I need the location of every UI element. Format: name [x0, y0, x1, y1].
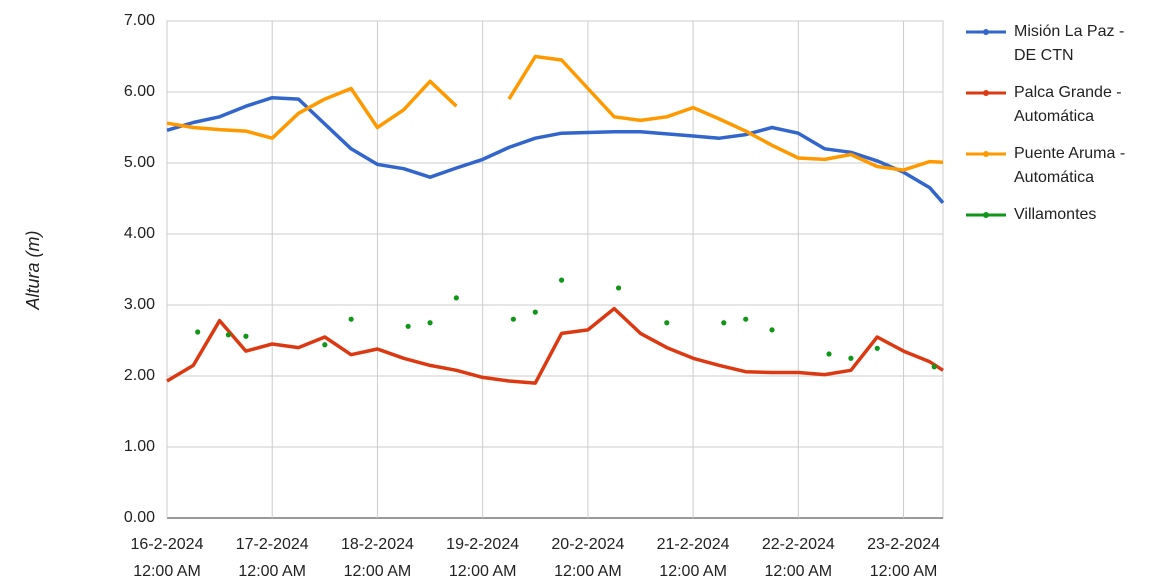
x-tick-time: 12:00 AM — [133, 563, 201, 580]
legend-swatch — [966, 90, 1006, 96]
plot-area — [166, 20, 944, 519]
y-tick-label: 5.00 — [124, 154, 155, 171]
x-tick-time: 12:00 AM — [344, 563, 412, 580]
legend-label: Misión La Paz - DE CTN — [1014, 23, 1125, 64]
data-point — [848, 355, 854, 361]
x-tick-time: 12:00 AM — [870, 563, 938, 580]
legend-swatch — [966, 29, 1006, 35]
x-tick-time: 12:00 AM — [238, 563, 306, 580]
data-point — [322, 342, 328, 348]
data-point — [721, 320, 727, 326]
data-point — [510, 316, 516, 322]
plot: Altura (m) 0.00 1.00 2.00 3.00 4.00 5.00 6.00 7… — [23, 12, 945, 580]
x-tick-label: 20-2-2024 12:00 AM — [551, 536, 624, 580]
x-tick-date: 16-2-2024 — [131, 536, 204, 553]
data-point — [558, 277, 565, 283]
data-point — [743, 316, 749, 322]
x-tick-date: 19-2-2024 — [446, 536, 519, 553]
data-point — [195, 329, 201, 335]
data-point — [243, 333, 249, 339]
y-tick-label: 7.00 — [124, 12, 155, 29]
data-point — [405, 323, 411, 329]
x-tick-date: 20-2-2024 — [551, 536, 624, 553]
series-line — [166, 95, 945, 204]
legend-dot — [983, 29, 989, 35]
data-point — [225, 332, 231, 338]
data-point — [769, 327, 775, 333]
x-tick-label: 17-2-2024 12:00 AM — [236, 536, 309, 580]
data-point — [532, 309, 538, 315]
legend-dot — [983, 212, 989, 218]
x-tick-label: 19-2-2024 12:00 AM — [446, 536, 519, 580]
legend-dot — [983, 151, 989, 157]
legend: Misión La Paz - DE CTN Palca Grande - Aut… — [964, 20, 1144, 240]
legend-label: Villamontes — [1014, 206, 1097, 223]
x-tick-label: 22-2-2024 12:00 AM — [762, 536, 835, 580]
series-line — [166, 54, 944, 172]
legend-swatch — [966, 212, 1006, 218]
y-axis-label: Altura (m) — [23, 230, 43, 310]
x-tick-label: 21-2-2024 12:00 AM — [657, 536, 730, 580]
x-tick-time: 12:00 AM — [554, 563, 622, 580]
x-tick-date: 21-2-2024 — [657, 536, 730, 553]
legend-swatch — [966, 151, 1006, 157]
data-point — [453, 295, 459, 301]
x-tick-time: 12:00 AM — [449, 563, 517, 580]
data-point — [427, 320, 433, 326]
series-line — [166, 306, 944, 385]
data-point — [874, 345, 880, 351]
x-tick-label: 23-2-2024 12:00 AM — [867, 536, 940, 580]
legend-dot — [983, 90, 989, 96]
x-tick-label: 16-2-2024 12:00 AM — [131, 536, 204, 580]
x-tick-date: 18-2-2024 — [341, 536, 414, 553]
data-point — [664, 320, 670, 326]
y-tick-label: 4.00 — [124, 225, 155, 242]
legend-label: Palca Grande - Automática — [1014, 84, 1122, 125]
y-tick-label: 1.00 — [124, 438, 155, 455]
data-point — [348, 316, 354, 322]
legend-item: Misión La Paz - DE CTN — [964, 20, 1144, 68]
y-tick-label: 2.00 — [124, 367, 155, 384]
legend-item: Puente Aruma - Automática — [964, 142, 1144, 190]
x-tick-date: 22-2-2024 — [762, 536, 835, 553]
data-point — [615, 285, 622, 291]
legend-item: Palca Grande - Automática — [964, 81, 1144, 129]
y-tick-label: 0.00 — [124, 509, 155, 526]
x-tick-time: 12:00 AM — [765, 563, 833, 580]
x-tick-label: 18-2-2024 12:00 AM — [341, 536, 414, 580]
data-point — [931, 364, 937, 370]
x-tick-date: 23-2-2024 — [867, 536, 940, 553]
y-tick-label: 3.00 — [124, 296, 155, 313]
legend-label: Puente Aruma - Automática — [1014, 145, 1126, 186]
y-tick-label: 6.00 — [124, 83, 155, 100]
legend-item: Villamontes — [964, 203, 1144, 227]
x-tick-time: 12:00 AM — [659, 563, 727, 580]
x-tick-date: 17-2-2024 — [236, 536, 309, 553]
data-point — [826, 351, 832, 357]
